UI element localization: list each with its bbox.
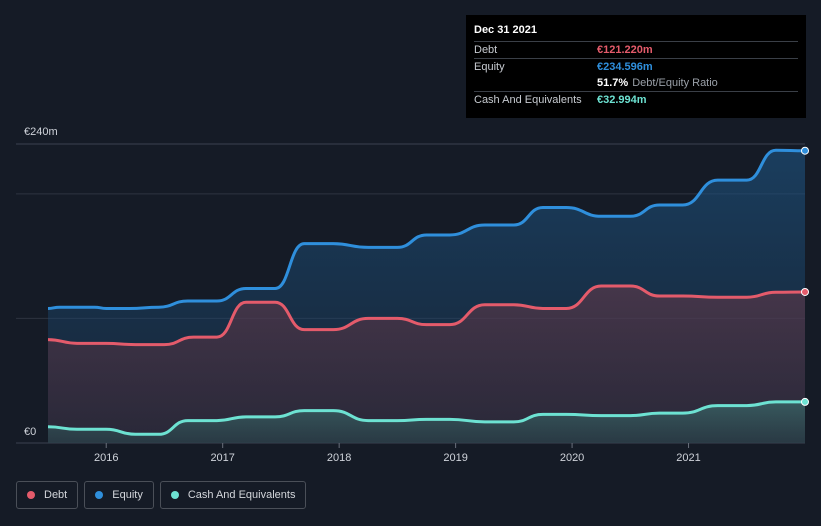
equity-line: [47, 148, 806, 310]
chart-legend: Debt Equity Cash And Equivalents: [16, 481, 307, 509]
cash-area: [48, 401, 805, 443]
legend-item-debt[interactable]: Debt: [16, 481, 79, 509]
axes: €0 €240m 2016 2017 2018 2019 2020 2021: [24, 126, 701, 464]
tooltip-cash-value: €32.994m: [597, 94, 647, 106]
tooltip-row-ratio: 51.7% Debt/Equity Ratio: [474, 75, 798, 91]
debt-area: [48, 286, 805, 443]
legend-debt-dot-icon: [27, 491, 35, 499]
tooltip-ratio-value: 51.7%: [597, 77, 629, 89]
tooltip-row-cash: Cash And Equivalents €32.994m: [474, 91, 798, 108]
tooltip-equity-value: €234.596m: [597, 61, 653, 73]
cash-line: [47, 400, 806, 436]
series-areas: [48, 150, 805, 443]
tooltip-ratio-label: Debt/Equity Ratio: [632, 77, 718, 89]
series-end-markers: [801, 146, 809, 406]
tooltip-cash-label: Cash And Equivalents: [474, 94, 582, 106]
legend-item-equity[interactable]: Equity: [84, 481, 154, 509]
equity-end-marker: [801, 146, 809, 155]
legend-cash-label: Cash And Equivalents: [187, 489, 296, 501]
tooltip-row-equity: Equity €234.596m: [474, 58, 798, 75]
tooltip-panel: Dec 31 2021 Debt €121.220m Equity €234.5…: [466, 15, 806, 118]
tooltip-debt-label: Debt: [474, 44, 498, 56]
tooltip-equity-label: Equity: [474, 61, 505, 73]
x-tick-label-2021: 2021: [676, 452, 700, 464]
y-tick-label-0: €0: [24, 426, 36, 438]
y-tick-label-240: €240m: [24, 126, 58, 138]
legend-equity-dot-icon: [95, 491, 104, 499]
tooltip-date: Dec 31 2021: [474, 24, 537, 36]
debt-line: [47, 284, 806, 347]
cash-end-marker: [801, 397, 809, 406]
legend-cash-dot-icon: [170, 491, 179, 499]
tooltip-row-debt: Debt €121.220m: [474, 41, 798, 58]
x-tick-label-2020: 2020: [560, 452, 584, 464]
x-tick-label-2018: 2018: [327, 452, 351, 464]
tooltip-debt-value: €121.220m: [597, 44, 653, 56]
legend-equity-label: Equity: [112, 489, 143, 501]
legend-debt-label: Debt: [44, 489, 68, 501]
x-tick-label-2019: 2019: [443, 452, 467, 464]
x-tick-label-2016: 2016: [94, 452, 118, 464]
series-lines: [47, 148, 806, 436]
legend-item-cash[interactable]: Cash And Equivalents: [159, 481, 307, 509]
x-tick-label-2017: 2017: [210, 452, 234, 464]
debt-end-marker: [801, 287, 809, 296]
